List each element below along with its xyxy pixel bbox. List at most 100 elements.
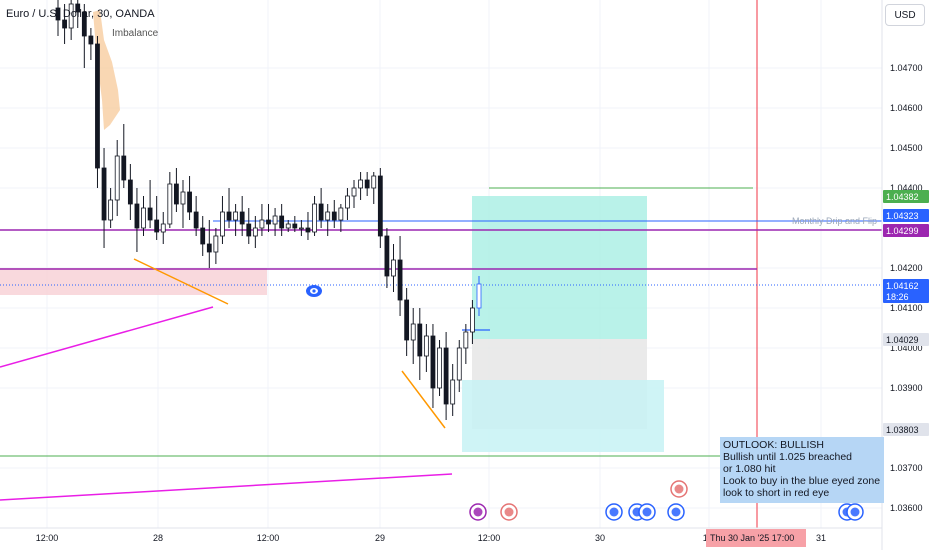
candle (443, 332, 449, 420)
time-tick-label: 12:00 (478, 533, 501, 543)
trend-orange-2 (401, 370, 446, 429)
price-tag-blue: 1.04323 (883, 209, 929, 222)
candle (259, 204, 265, 236)
candle (167, 172, 173, 228)
candle (358, 172, 363, 200)
candle (391, 244, 396, 292)
globe-icon[interactable] (667, 503, 685, 521)
candle (364, 172, 370, 196)
candle (338, 204, 344, 232)
candle (81, 4, 87, 68)
price-tick-label: 1.04400 (890, 183, 923, 193)
candle (312, 196, 317, 236)
candle (246, 208, 252, 244)
candle (101, 148, 107, 248)
candle (476, 276, 482, 316)
candle (193, 196, 199, 236)
trend-magenta-2 (0, 473, 453, 501)
candle (371, 172, 377, 204)
price-tag-countdown: 18:26 (886, 292, 909, 302)
candle (108, 188, 114, 228)
candle (463, 324, 469, 364)
price-tag-green: 1.04382 (883, 190, 929, 203)
candle (88, 28, 94, 60)
symbol-title[interactable]: Euro / U.S. Dollar, 30, OANDA (6, 8, 155, 20)
candle (75, 0, 81, 28)
price-tick-label: 1.04500 (890, 143, 923, 153)
candle (285, 220, 291, 232)
price-tag-value: 1.03803 (886, 425, 919, 435)
imbalance-shape (93, 10, 120, 130)
price-tick-label: 1.04600 (890, 103, 923, 113)
price-tick-label: 1.04100 (890, 303, 923, 313)
us-flag-icon[interactable] (500, 503, 518, 521)
price-tick-label: 1.03700 (890, 463, 923, 473)
trend-orange-1 (133, 258, 229, 305)
candle (417, 308, 423, 380)
globe-icon[interactable] (846, 503, 864, 521)
price-tag-purple: 1.04299 (883, 224, 929, 237)
candle (95, 36, 100, 188)
candle (305, 212, 311, 240)
price-tag-gray: 1.03803 (883, 423, 929, 436)
globe-icon[interactable] (638, 503, 656, 521)
candle (345, 188, 350, 220)
candle (351, 180, 357, 208)
candle (62, 4, 67, 44)
candle (134, 188, 140, 252)
eye-icon[interactable] (306, 285, 322, 297)
indicator-label[interactable]: Imbalance (112, 28, 159, 39)
candle (206, 220, 212, 268)
trend-magenta-1 (0, 306, 214, 368)
candle (298, 220, 304, 236)
time-tick-label: 12:00 (36, 533, 59, 543)
svg-text:Thu 30 Jan '25 17:00: Thu 30 Jan '25 17:00 (710, 533, 794, 543)
us-flag-icon[interactable] (670, 480, 688, 498)
time-tick-label: 28 (153, 533, 163, 543)
globe-icon[interactable] (605, 503, 623, 521)
candle (187, 176, 192, 220)
price-tick-label: 1.03900 (890, 383, 923, 393)
price-tag-value: 1.04382 (886, 192, 919, 202)
candle (180, 180, 186, 228)
candles (55, 0, 482, 420)
time-tick-label: 31 (816, 533, 826, 543)
outlook-note[interactable]: OUTLOOK: BULLISH Bullish until 1.025 bre… (720, 437, 884, 503)
candle (450, 364, 456, 416)
price-tag-value: 1.04323 (886, 211, 919, 221)
candle (154, 196, 160, 240)
blue-eyed-zone (462, 380, 664, 452)
candle (239, 196, 245, 236)
candle (141, 196, 146, 236)
event-icons[interactable] (469, 480, 864, 521)
candle (200, 216, 206, 256)
zones (0, 10, 664, 452)
price-tick-label: 1.04200 (890, 263, 923, 273)
candle (226, 188, 232, 228)
candle (266, 204, 271, 232)
candle (213, 228, 219, 264)
candle (68, 0, 74, 40)
levels (0, 0, 882, 528)
candle (279, 204, 285, 236)
price-tick-label: 1.04700 (890, 63, 923, 73)
price-tick-label: 1.04000 (890, 343, 923, 353)
candle (147, 180, 153, 228)
candle (252, 216, 258, 248)
price-tag-gray: 1.04029 (883, 333, 929, 346)
crosshair-time-label: Thu 30 Jan '25 17:00 (706, 529, 806, 547)
candle (114, 140, 120, 216)
time-tick-label: 29 (375, 533, 385, 543)
candle (160, 212, 166, 244)
candle (410, 308, 416, 364)
candle (233, 204, 239, 236)
price-axis[interactable]: 1.04700 1.04600 1.04500 1.04400 1.04200 1.041… (881, 0, 923, 550)
supply-zone-red (0, 268, 267, 295)
candle (292, 216, 298, 232)
candle (456, 340, 462, 392)
currency-button[interactable]: USD (885, 4, 925, 26)
lightning-icon[interactable] (469, 503, 487, 521)
